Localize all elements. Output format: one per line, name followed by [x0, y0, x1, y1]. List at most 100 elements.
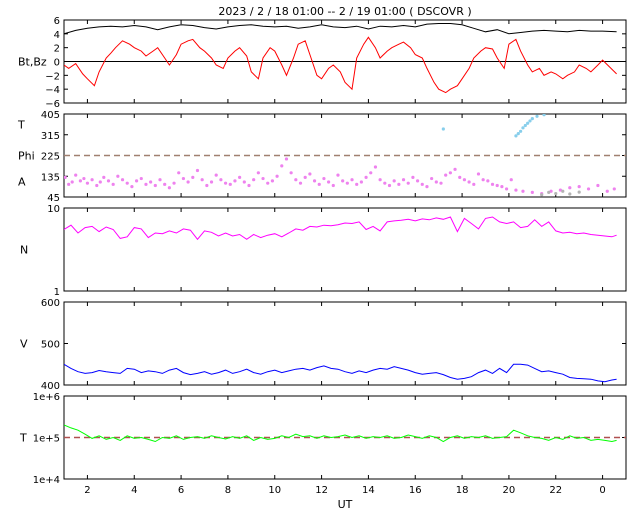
data-point — [519, 129, 523, 133]
data-point — [322, 176, 326, 181]
data-point — [448, 171, 452, 175]
data-point — [158, 178, 162, 182]
data-point — [289, 171, 293, 175]
data-point — [568, 192, 572, 196]
series-group — [64, 424, 617, 443]
data-point — [233, 179, 237, 183]
data-point — [200, 178, 204, 182]
data-point — [312, 179, 317, 183]
data-point — [540, 193, 544, 197]
data-point — [181, 176, 186, 181]
panel-speed: 400 500 600 V — [20, 298, 627, 392]
data-point — [415, 179, 420, 183]
y-tick-label: 1e+4 — [33, 475, 60, 486]
data-point — [577, 190, 581, 194]
y-tick-label: 1e+6 — [33, 392, 60, 403]
series-group — [64, 23, 617, 94]
y-tick-label: −6 — [45, 99, 60, 110]
data-point — [242, 180, 246, 184]
data-point — [149, 180, 153, 184]
data-point — [568, 186, 572, 190]
x-tick-label: 4 — [131, 485, 137, 496]
y-tick-label: 600 — [41, 298, 60, 309]
data-point — [486, 179, 490, 183]
data-point — [303, 175, 307, 180]
y-tick-label: 1e+5 — [33, 434, 60, 445]
data-point — [397, 182, 401, 186]
panel-mag: −6 −4 −2 0 2 4 6 Bt,Bz — [18, 16, 627, 110]
data-point — [256, 171, 260, 175]
data-point — [547, 190, 551, 194]
data-point — [526, 121, 530, 125]
y-axis-label: Phi — [18, 150, 35, 163]
y-tick-label: 405 — [41, 110, 60, 121]
y-tick-label: −2 — [45, 71, 60, 82]
chart-title: 2023 / 2 / 18 01:00 -- 2 / 19 01:00 ( DS… — [218, 5, 471, 18]
data-point — [336, 173, 340, 177]
data-point — [369, 171, 373, 175]
data-point — [294, 178, 298, 182]
x-tick-label: 16 — [409, 485, 422, 496]
data-point — [355, 182, 359, 186]
data-point — [205, 183, 209, 188]
y-tick-label: 135 — [41, 172, 60, 183]
series-group — [64, 114, 616, 197]
data-point — [331, 183, 335, 188]
data-point — [481, 178, 485, 182]
data-point — [317, 182, 321, 186]
panel-density: 1 10 N — [20, 204, 627, 298]
data-point — [350, 178, 354, 182]
data-point — [85, 181, 90, 185]
data-point — [521, 189, 525, 193]
data-point — [102, 175, 106, 180]
y-tick-label: 6 — [54, 16, 60, 27]
data-point — [458, 175, 462, 180]
data-point — [64, 175, 67, 180]
data-point — [261, 176, 265, 181]
data-point — [401, 178, 406, 182]
data-point — [74, 173, 78, 177]
data-point — [186, 180, 190, 184]
data-point — [439, 181, 443, 185]
series-line-0 — [64, 216, 617, 241]
data-point — [561, 189, 565, 193]
data-point — [134, 179, 139, 183]
data-point — [172, 181, 176, 185]
data-point — [516, 131, 520, 136]
y-tick-label: −4 — [45, 85, 60, 96]
y-tick-label: 45 — [47, 193, 60, 204]
data-point — [554, 191, 558, 196]
panel-temperature: 1e+4 1e+5 1e+6 T — [19, 392, 627, 486]
data-point — [528, 119, 532, 123]
y-axis-label: A — [18, 176, 26, 189]
data-point — [514, 134, 518, 138]
data-point — [453, 167, 457, 171]
data-point — [223, 181, 228, 185]
data-point — [252, 178, 256, 182]
data-point — [364, 175, 368, 180]
data-point — [139, 176, 143, 181]
data-point — [444, 173, 448, 177]
data-point — [270, 179, 275, 183]
y-tick-label: 2 — [54, 44, 60, 55]
x-tick-label: 0 — [599, 485, 605, 496]
x-tick-label: 12 — [315, 485, 328, 496]
data-point — [472, 182, 476, 186]
data-point — [425, 185, 429, 189]
series-line-1 — [64, 36, 617, 94]
data-point — [177, 171, 181, 175]
y-tick-label: 10 — [47, 204, 60, 215]
data-point — [70, 180, 74, 184]
data-point — [275, 174, 279, 178]
data-point — [577, 185, 581, 189]
data-point — [111, 182, 115, 186]
data-point — [490, 182, 495, 186]
data-point — [341, 179, 345, 183]
data-point — [612, 187, 616, 191]
data-point — [280, 164, 284, 168]
y-tick-label: 0 — [54, 58, 60, 69]
data-point — [345, 181, 349, 185]
data-point — [441, 127, 445, 131]
series-line-0 — [64, 23, 617, 35]
data-point — [542, 114, 546, 117]
